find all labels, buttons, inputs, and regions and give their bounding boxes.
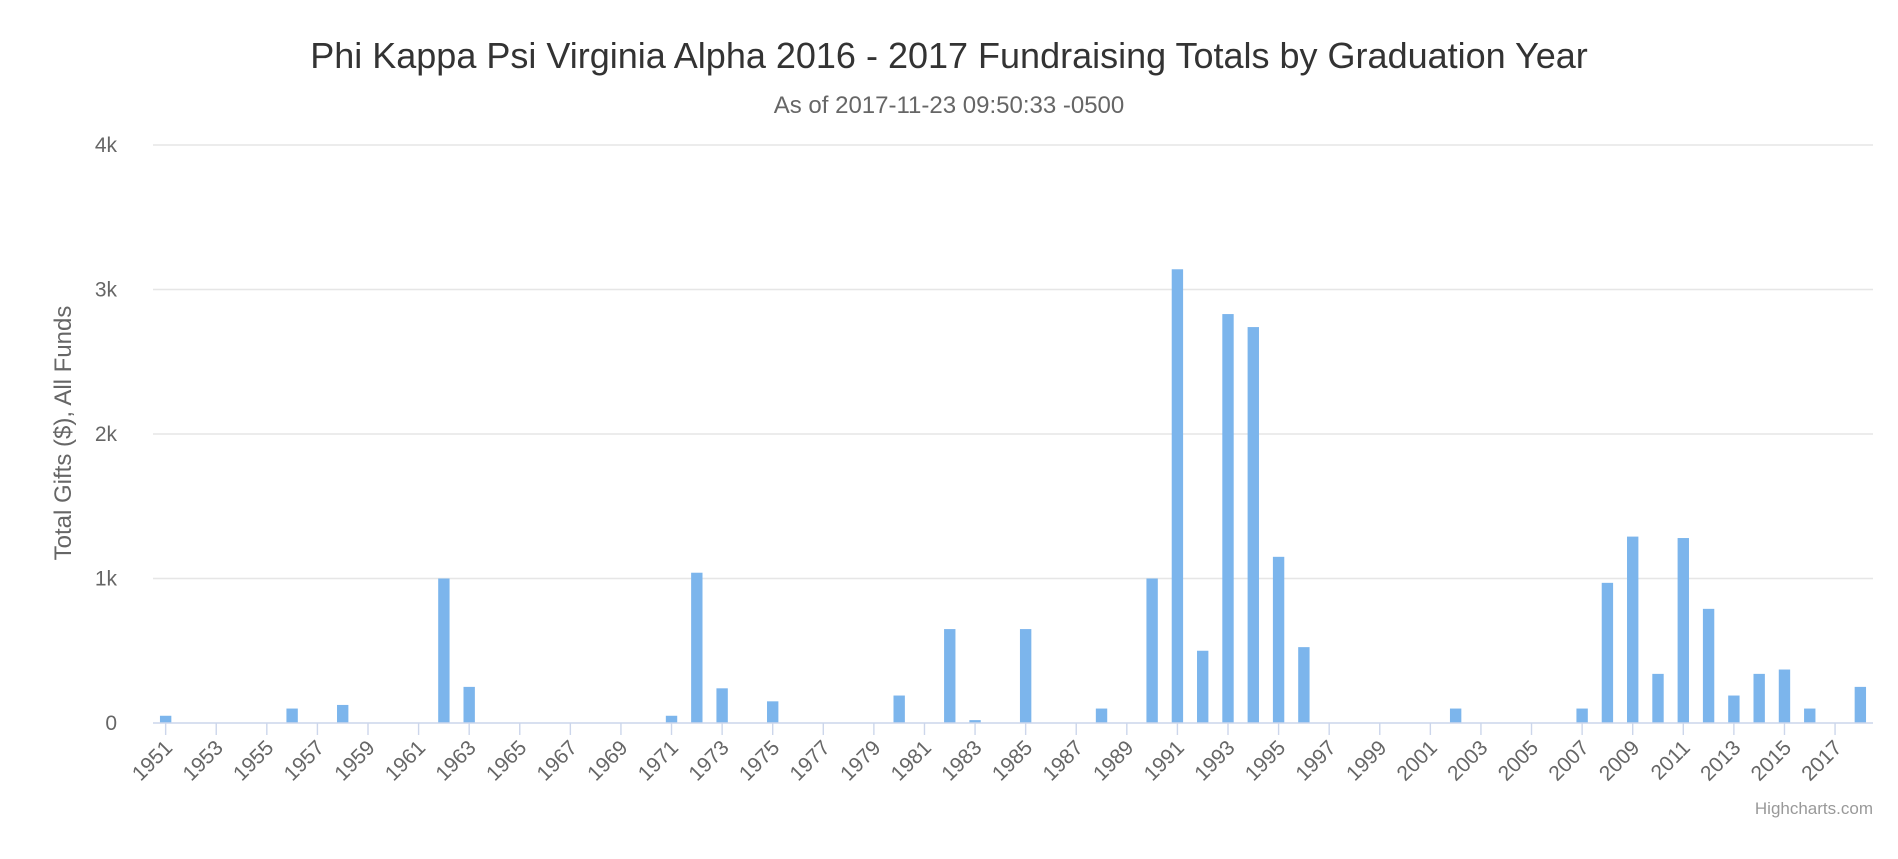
bar-2009[interactable] — [1627, 536, 1639, 723]
bar-1980[interactable] — [893, 695, 905, 723]
bar-2013[interactable] — [1728, 695, 1740, 723]
y-tick-label: 3k — [95, 279, 118, 302]
y-tick-label: 2k — [95, 423, 118, 446]
x-tick-label: 1951 — [128, 736, 177, 785]
bar-1982[interactable] — [944, 629, 956, 723]
x-tick-label: 1991 — [1140, 736, 1189, 785]
x-tick-label: 2009 — [1595, 736, 1644, 785]
x-tick-label: 1969 — [583, 736, 632, 785]
x-tick-label: 1965 — [482, 736, 531, 785]
y-axis: 0 1k 2k 3k 4k — [95, 134, 118, 735]
bar-1973[interactable] — [716, 688, 728, 723]
bars — [159, 269, 1867, 724]
x-tick-label: 1971 — [634, 736, 683, 785]
bar-2008[interactable] — [1601, 582, 1614, 723]
x-tick-label: 1995 — [1241, 736, 1290, 785]
bar-2014[interactable] — [1753, 673, 1765, 723]
bar-2018[interactable] — [1854, 686, 1867, 724]
x-tick-label: 1983 — [937, 736, 986, 785]
bar-2002[interactable] — [1449, 708, 1462, 723]
x-tick-label: 2001 — [1393, 736, 1442, 785]
bar-2015[interactable] — [1778, 669, 1791, 723]
bar-1990[interactable] — [1146, 578, 1158, 724]
x-tick-label: 1961 — [381, 736, 430, 785]
x-tick-label: 1979 — [836, 736, 885, 785]
x-tick-label: 1959 — [330, 736, 379, 785]
x-tick-label: 2005 — [1494, 736, 1543, 785]
x-tick-label: 1989 — [1089, 736, 1138, 785]
x-tick-label: 2003 — [1443, 736, 1492, 785]
bar-1991[interactable] — [1171, 269, 1184, 723]
chart-title: Phi Kappa Psi Virginia Alpha 2016 - 2017… — [310, 35, 1588, 76]
bar-1992[interactable] — [1197, 650, 1209, 723]
bar-1963[interactable] — [463, 686, 475, 724]
bar-1994[interactable] — [1247, 327, 1259, 723]
x-tick-label: 2017 — [1797, 736, 1846, 785]
y-tick-label: 1k — [95, 568, 118, 591]
x-tick-label: 1953 — [178, 736, 227, 785]
bar-1975[interactable] — [767, 701, 779, 723]
bar-1972[interactable] — [691, 572, 703, 723]
x-tick-label: 2011 — [1647, 736, 1695, 784]
x-tick-label: 1987 — [1038, 736, 1087, 785]
x-axis: 1951 1953 1955 1957 1959 1961 1963 1965 1967 1969… — [128, 722, 1873, 786]
gridlines — [153, 144, 1873, 580]
bar-1958[interactable] — [337, 704, 349, 723]
chart-subtitle: As of 2017-11-23 09:50:33 -0500 — [774, 92, 1124, 119]
bar-1971[interactable] — [665, 715, 678, 723]
bar-2010[interactable] — [1652, 673, 1664, 723]
x-tick-label: 1977 — [786, 736, 835, 785]
x-tick-label: 1973 — [684, 736, 733, 785]
x-tick-label: 1975 — [735, 736, 784, 785]
y-tick-label: 0 — [105, 712, 117, 735]
bar-1983[interactable] — [969, 720, 981, 723]
x-tick-label: 1963 — [431, 736, 480, 785]
x-tick-label: 1985 — [988, 736, 1037, 785]
x-tick-label: 1997 — [1291, 736, 1340, 785]
y-tick-label: 4k — [95, 134, 118, 157]
x-tick-label: 2015 — [1747, 736, 1796, 785]
bar-1956[interactable] — [286, 708, 298, 723]
bar-2007[interactable] — [1576, 708, 1588, 723]
credits-link[interactable]: Highcharts.com — [1755, 799, 1873, 818]
bar-2016[interactable] — [1804, 708, 1816, 723]
bar-1962[interactable] — [438, 578, 450, 724]
bar-2012[interactable] — [1702, 608, 1715, 723]
x-tick-label: 2013 — [1696, 736, 1745, 785]
x-tick-label: 1981 — [887, 736, 936, 785]
x-tick-label: 1993 — [1190, 736, 1239, 785]
x-tick-label: 2007 — [1544, 736, 1593, 785]
bar-1996[interactable] — [1298, 647, 1310, 723]
bar-1995[interactable] — [1272, 556, 1285, 723]
bar-1988[interactable] — [1095, 708, 1108, 723]
bar-2011[interactable] — [1677, 538, 1689, 723]
bar-1993[interactable] — [1222, 314, 1234, 723]
bar-1985[interactable] — [1019, 629, 1032, 723]
y-axis-title: Total Gifts ($), All Funds — [50, 306, 77, 561]
x-tick-label: 1957 — [280, 736, 329, 785]
bar-1951[interactable] — [159, 715, 172, 723]
x-tick-label: 1967 — [533, 736, 582, 785]
x-tick-label: 1955 — [229, 736, 278, 785]
x-tick-label: 1999 — [1342, 736, 1391, 785]
